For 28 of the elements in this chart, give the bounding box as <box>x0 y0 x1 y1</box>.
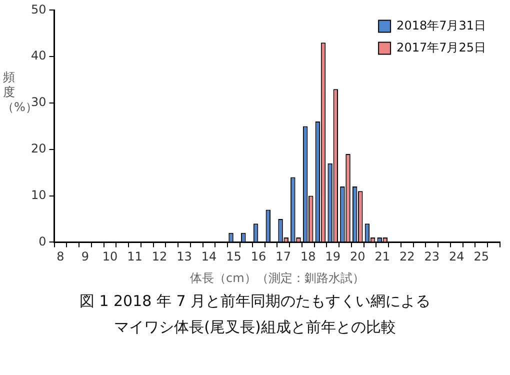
legend-label: 2018年7月31日 <box>396 18 486 32</box>
x-tick-label: 9 <box>81 250 90 264</box>
text: 図 1 2018 年 7 月と前年同期のたもすくい網によるマイワシ体長(尾叉長)組成と前年との比較 <box>78 291 432 338</box>
x-tick-label: 21 <box>374 250 390 264</box>
x-tick-label: 10 <box>102 250 118 264</box>
x-tick-label: 11 <box>127 250 142 264</box>
x-tick-label: 18 <box>300 250 316 264</box>
x-tick-label: 25 <box>474 250 490 264</box>
x-tick-label: 19 <box>325 250 340 264</box>
x-tick-label: 14 <box>201 250 217 264</box>
x-tick-label: 20 <box>350 250 366 264</box>
y-tick-label: 0 <box>38 234 46 248</box>
x-tick-label: 8 <box>56 250 64 264</box>
x-tick-label: 15 <box>226 250 242 264</box>
x-tick-label: 22 <box>400 250 415 264</box>
legend-label: 2017年7月25日 <box>396 40 486 54</box>
x-axis-title: 体長（cm）（測定：釧路水試） <box>190 270 364 285</box>
y-tick-label: 40 <box>30 48 46 63</box>
y-tick-label: 30 <box>30 95 46 110</box>
y-tick-label: 10 <box>30 188 46 202</box>
y-tick-label: 20 <box>30 142 46 156</box>
x-tick-label: 23 <box>424 250 440 264</box>
y-tick-label: 50 <box>30 2 46 16</box>
x-tick-label: 24 <box>449 250 464 264</box>
x-tick-label: 17 <box>276 250 291 264</box>
x-tick-label: 12 <box>152 250 168 264</box>
x-tick-label: 13 <box>176 250 192 264</box>
x-tick-label: 16 <box>250 250 266 264</box>
